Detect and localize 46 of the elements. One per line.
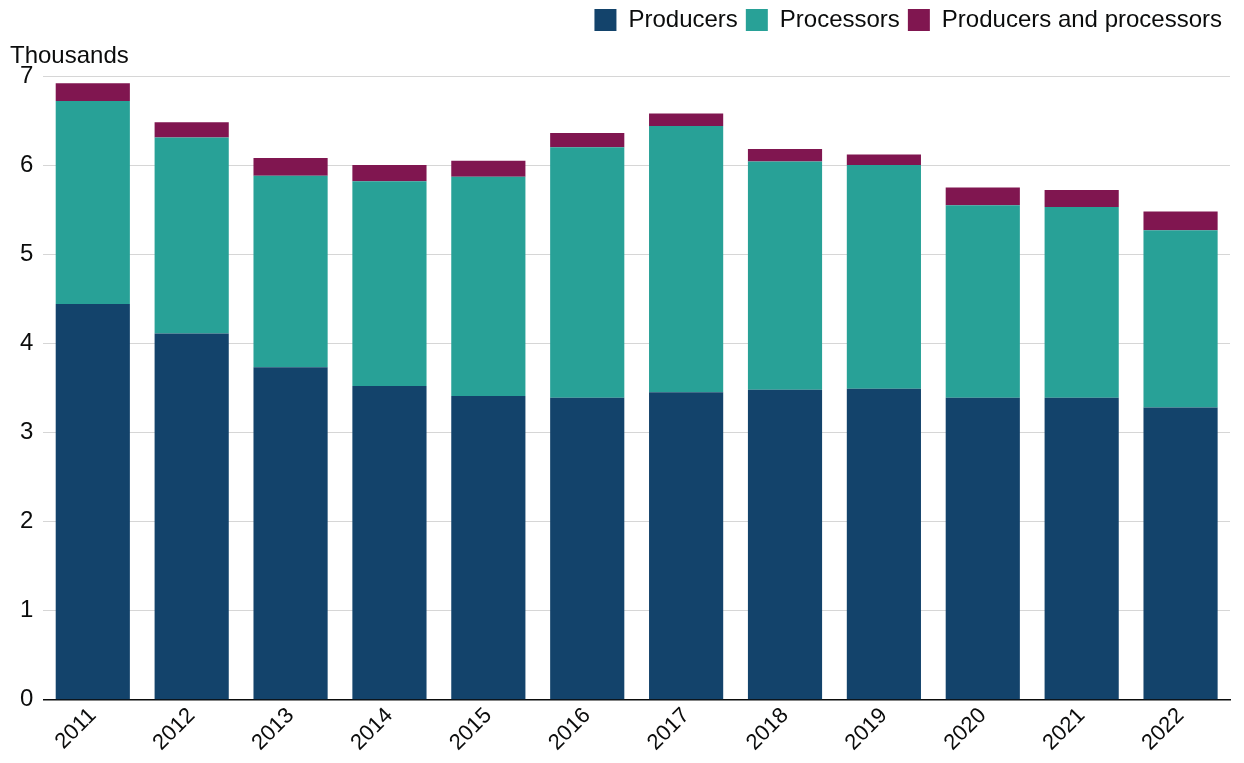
- bar: [451, 160, 526, 177]
- bar: [1143, 211, 1218, 231]
- bar: [846, 388, 921, 700]
- bar: [352, 181, 427, 387]
- bar: [55, 83, 130, 101]
- bar: [154, 122, 229, 138]
- legend-label: Producers: [628, 4, 738, 32]
- y-tick-label: 5: [19, 238, 34, 266]
- bar: [747, 149, 823, 162]
- bar: [253, 367, 328, 700]
- bar: [945, 205, 1020, 398]
- bar: [747, 161, 823, 390]
- bar: [1044, 397, 1119, 700]
- y-tick-label: 6: [19, 149, 34, 177]
- bar: [846, 154, 921, 166]
- y-tick-label: 3: [19, 417, 34, 445]
- bar: [550, 397, 625, 700]
- bar: [154, 333, 229, 700]
- y-tick-label: 2: [19, 506, 34, 534]
- legend-label: Processors: [779, 4, 900, 32]
- bar: [1143, 230, 1218, 408]
- y-tick-label: 4: [19, 327, 34, 355]
- legend-label: Producers and processors: [941, 4, 1222, 32]
- bar: [55, 304, 130, 700]
- bar: [1044, 206, 1119, 398]
- bar: [649, 125, 724, 393]
- bar: [1044, 190, 1119, 207]
- bar: [253, 157, 328, 176]
- bar: [550, 133, 625, 148]
- bar: [649, 113, 724, 126]
- bar: [747, 389, 823, 700]
- bar: [846, 165, 921, 389]
- bar: [55, 100, 130, 305]
- bar: [154, 137, 229, 334]
- bar: [451, 176, 526, 396]
- bar: [1143, 407, 1218, 700]
- bar: [451, 395, 526, 700]
- bar: [352, 165, 427, 182]
- y-tick-label: 0: [19, 684, 34, 712]
- bar: [945, 397, 1020, 700]
- bar: [352, 386, 427, 700]
- bar: [253, 175, 328, 368]
- bar: [649, 392, 724, 700]
- bar: [550, 147, 625, 398]
- bar: [945, 187, 1020, 206]
- y-tick-label: 1: [19, 595, 34, 623]
